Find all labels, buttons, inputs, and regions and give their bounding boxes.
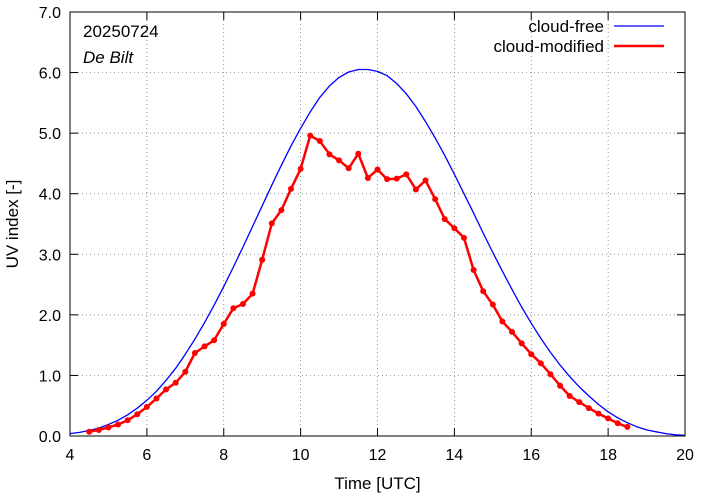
data-point-cloud-modified <box>115 421 122 428</box>
data-point-cloud-modified <box>134 411 141 418</box>
y-tick-label: 3.0 <box>39 247 61 264</box>
data-point-cloud-modified <box>143 403 150 410</box>
x-tick-label: 10 <box>292 447 310 464</box>
data-point-cloud-modified <box>355 150 362 157</box>
data-point-cloud-modified <box>585 405 592 412</box>
data-point-cloud-modified <box>460 234 467 241</box>
y-tick-label: 5.0 <box>39 126 61 143</box>
y-tick-label: 6.0 <box>39 66 61 83</box>
data-point-cloud-modified <box>211 337 218 344</box>
y-tick-label: 0.0 <box>39 429 61 446</box>
data-point-cloud-modified <box>566 393 573 400</box>
data-point-cloud-modified <box>201 343 208 350</box>
data-point-cloud-modified <box>605 415 612 422</box>
data-point-cloud-modified <box>470 267 477 274</box>
data-point-cloud-modified <box>182 368 189 375</box>
data-point-cloud-modified <box>614 420 621 427</box>
data-point-cloud-modified <box>105 424 112 431</box>
ticks <box>69 11 686 437</box>
data-point-cloud-modified <box>95 426 102 433</box>
data-point-cloud-modified <box>489 301 496 308</box>
data-point-cloud-modified <box>278 207 285 214</box>
data-point-cloud-modified <box>230 305 237 312</box>
x-axis-label: Time [UTC] <box>334 474 420 493</box>
tick-labels: 4 6 8 10 12 14 16 18 20 0.0 1.0 2.0 3.0 4.0 5.0 6.0 7.0 <box>39 5 694 464</box>
data-point-cloud-modified <box>316 138 323 145</box>
data-point-cloud-modified <box>557 382 564 389</box>
x-tick-label: 4 <box>66 447 75 464</box>
y-tick-label: 7.0 <box>39 5 61 22</box>
series-line-cloud-free <box>69 68 686 437</box>
data-point-cloud-modified <box>239 300 246 307</box>
data-point-cloud-modified <box>268 220 275 227</box>
x-tick-label: 8 <box>219 447 228 464</box>
series-line-cloud-modified <box>88 134 628 434</box>
data-point-cloud-modified <box>86 428 93 435</box>
data-point-cloud-modified <box>547 371 554 378</box>
data-point-cloud-modified <box>518 340 525 347</box>
y-tick-label: 4.0 <box>39 187 61 204</box>
date-annotation: 20250724 <box>83 22 159 41</box>
data-point-cloud-modified <box>441 216 448 223</box>
legend-label-cloud-free: cloud-free <box>528 17 604 36</box>
series-layer <box>69 68 686 437</box>
data-point-cloud-modified <box>412 186 419 193</box>
data-point-cloud-modified <box>528 351 535 358</box>
data-point-cloud-modified <box>422 177 429 184</box>
data-point-cloud-modified <box>220 320 227 327</box>
legend: cloud-free cloud-modified <box>493 17 664 56</box>
data-point-cloud-modified <box>393 175 400 182</box>
grid <box>70 12 685 436</box>
data-point-cloud-modified <box>259 256 266 263</box>
y-tick-label: 1.0 <box>39 368 61 385</box>
data-point-cloud-modified <box>336 157 343 164</box>
legend-label-cloud-modified: cloud-modified <box>493 37 604 56</box>
x-tick-label: 12 <box>369 447 387 464</box>
y-tick-label: 2.0 <box>39 308 61 325</box>
data-point-cloud-modified <box>297 165 304 172</box>
data-point-cloud-modified <box>374 166 381 173</box>
x-tick-label: 6 <box>142 447 151 464</box>
location-annotation: De Bilt <box>83 48 134 67</box>
data-point-cloud-modified <box>537 360 544 367</box>
data-point-cloud-modified <box>249 290 256 297</box>
data-point-cloud-modified <box>432 196 439 203</box>
data-point-cloud-modified <box>595 410 602 417</box>
data-point-cloud-modified <box>153 395 160 402</box>
data-point-cloud-modified <box>364 174 371 181</box>
data-point-cloud-modified <box>307 132 314 139</box>
data-point-cloud-modified <box>345 165 352 172</box>
x-tick-label: 14 <box>445 447 463 464</box>
x-tick-label: 18 <box>599 447 617 464</box>
data-point-cloud-modified <box>163 386 170 393</box>
x-tick-label: 20 <box>676 447 694 464</box>
data-point-cloud-modified <box>451 225 458 232</box>
data-point-cloud-modified <box>624 423 631 430</box>
y-axis-label: UV index [-] <box>3 180 22 269</box>
data-point-cloud-modified <box>403 171 410 178</box>
data-point-cloud-modified <box>384 176 391 183</box>
data-point-cloud-modified <box>480 288 487 295</box>
x-tick-label: 16 <box>522 447 540 464</box>
data-point-cloud-modified <box>499 318 506 325</box>
data-point-cloud-modified <box>576 399 583 406</box>
data-point-cloud-modified <box>288 185 295 192</box>
data-point-cloud-modified <box>124 417 131 424</box>
data-point-cloud-modified <box>509 328 516 335</box>
data-point-cloud-modified <box>326 151 333 158</box>
data-point-cloud-modified <box>191 350 198 357</box>
data-point-cloud-modified <box>172 379 179 386</box>
